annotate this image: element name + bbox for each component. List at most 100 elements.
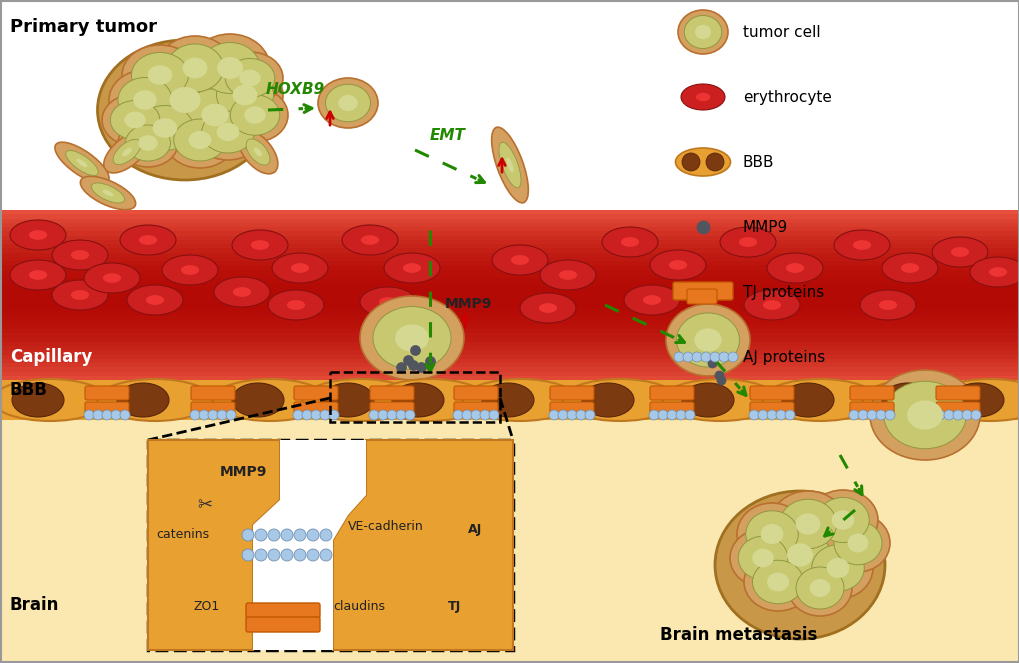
Ellipse shape [12, 383, 64, 417]
FancyBboxPatch shape [148, 440, 513, 650]
Bar [0, 227, 1019, 235]
Ellipse shape [561, 379, 677, 421]
Ellipse shape [769, 528, 829, 582]
Ellipse shape [682, 383, 734, 417]
Ellipse shape [675, 148, 730, 176]
Ellipse shape [825, 558, 849, 578]
Point [694, 221, 710, 232]
Ellipse shape [403, 263, 421, 273]
Polygon shape [148, 440, 280, 650]
Bar [0, 380, 1019, 420]
Bar [0, 219, 1019, 227]
Ellipse shape [950, 247, 968, 257]
Circle shape [208, 410, 218, 420]
Point [712, 375, 729, 386]
Ellipse shape [684, 15, 721, 48]
Bar [0, 244, 1019, 248]
Circle shape [84, 410, 94, 420]
Ellipse shape [738, 237, 756, 247]
Circle shape [766, 410, 776, 420]
Ellipse shape [118, 78, 172, 123]
Ellipse shape [190, 34, 270, 102]
Ellipse shape [157, 36, 232, 100]
Circle shape [691, 352, 701, 362]
Bar [0, 227, 1019, 231]
Ellipse shape [29, 230, 47, 240]
Circle shape [866, 410, 876, 420]
Ellipse shape [217, 57, 243, 79]
Circle shape [785, 410, 794, 420]
Ellipse shape [165, 112, 234, 168]
Bar [0, 312, 1019, 316]
FancyBboxPatch shape [246, 617, 320, 632]
Ellipse shape [825, 514, 890, 572]
Ellipse shape [139, 135, 158, 151]
Circle shape [961, 410, 971, 420]
Bar [0, 223, 1019, 227]
Polygon shape [253, 440, 366, 650]
Ellipse shape [110, 101, 160, 139]
Ellipse shape [738, 536, 787, 579]
Ellipse shape [951, 383, 1003, 417]
Ellipse shape [76, 159, 88, 167]
Point [179, 465, 196, 476]
Text: ZO1: ZO1 [194, 600, 220, 613]
Ellipse shape [286, 300, 305, 310]
Point [194, 478, 210, 489]
Bar [0, 355, 1019, 359]
Circle shape [268, 549, 280, 561]
Text: VE-cadherin: VE-cadherin [347, 520, 423, 533]
Circle shape [709, 352, 719, 362]
Circle shape [292, 410, 303, 420]
Ellipse shape [318, 78, 378, 128]
Bar [0, 240, 1019, 244]
Bar [0, 261, 1019, 265]
Circle shape [255, 549, 267, 561]
FancyBboxPatch shape [935, 402, 979, 416]
Ellipse shape [71, 250, 89, 260]
FancyBboxPatch shape [293, 402, 337, 416]
FancyBboxPatch shape [85, 402, 128, 416]
Ellipse shape [341, 225, 397, 255]
FancyBboxPatch shape [453, 402, 497, 416]
Ellipse shape [719, 227, 775, 257]
Circle shape [452, 410, 463, 420]
Ellipse shape [102, 190, 113, 196]
Ellipse shape [869, 370, 979, 460]
Ellipse shape [539, 260, 595, 290]
Ellipse shape [338, 95, 358, 111]
Bar [0, 210, 1019, 214]
Ellipse shape [745, 511, 798, 557]
Text: MMP9: MMP9 [220, 465, 267, 479]
Circle shape [369, 410, 379, 420]
Text: AJ: AJ [468, 523, 482, 536]
FancyBboxPatch shape [191, 386, 234, 400]
Ellipse shape [232, 85, 257, 105]
Ellipse shape [737, 503, 806, 565]
Circle shape [952, 410, 962, 420]
Ellipse shape [394, 324, 428, 351]
Ellipse shape [104, 131, 150, 173]
Ellipse shape [162, 255, 218, 285]
Ellipse shape [859, 290, 915, 320]
Ellipse shape [802, 537, 872, 599]
Ellipse shape [642, 295, 660, 305]
FancyBboxPatch shape [749, 402, 793, 416]
Text: Brain: Brain [10, 596, 59, 614]
Ellipse shape [71, 290, 89, 300]
Ellipse shape [621, 237, 639, 247]
Ellipse shape [662, 379, 776, 421]
FancyBboxPatch shape [935, 386, 979, 400]
Ellipse shape [102, 94, 168, 146]
Bar [0, 308, 1019, 312]
Circle shape [884, 410, 894, 420]
Bar [0, 286, 1019, 291]
Circle shape [576, 410, 586, 420]
Ellipse shape [103, 273, 121, 283]
Ellipse shape [882, 381, 965, 449]
FancyBboxPatch shape [649, 402, 693, 416]
Bar [0, 269, 1019, 278]
Ellipse shape [762, 379, 876, 421]
Bar [0, 337, 1019, 346]
Circle shape [557, 410, 568, 420]
